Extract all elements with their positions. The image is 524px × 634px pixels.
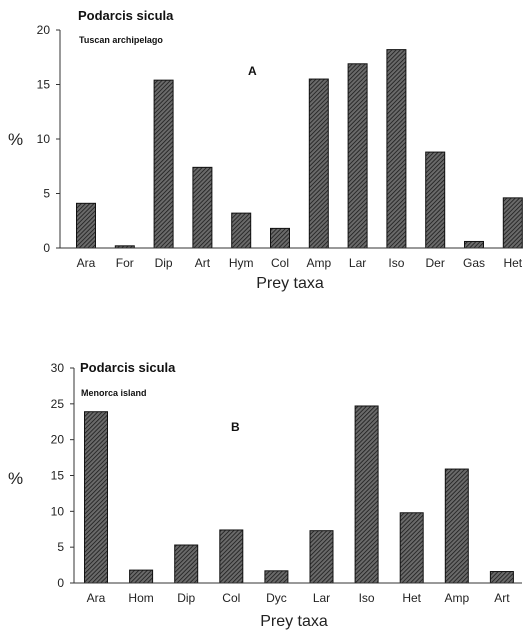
bar-het <box>399 512 424 584</box>
y-tick-label: 5 <box>57 540 64 554</box>
x-tick-label-iso: Iso <box>388 256 404 270</box>
bar-ara <box>84 411 108 584</box>
x-tick-label-ara: Ara <box>87 591 106 605</box>
chart-a-y-axis-label: % <box>8 130 23 149</box>
chart-a-y-ticks: 0 5 10 15 20 <box>37 23 60 255</box>
y-tick-label: 30 <box>51 361 65 375</box>
y-tick-label: 15 <box>51 469 65 483</box>
bar-het <box>502 197 523 249</box>
chart-panel-a: Podarcis sicula Tuscan archipelago A % P… <box>8 8 523 292</box>
x-tick-label-for: For <box>116 256 134 270</box>
x-tick-label-amp: Amp <box>444 591 469 605</box>
bar-dip <box>174 544 199 584</box>
chart-a-x-axis-label: Prey taxa <box>256 275 324 292</box>
x-tick-label-dyc: Dyc <box>266 591 287 605</box>
x-tick-label-col: Col <box>222 591 240 605</box>
y-tick-label: 10 <box>37 132 51 146</box>
x-tick-label-dip: Dip <box>155 256 173 270</box>
y-tick-label: 25 <box>51 397 65 411</box>
y-tick-label: 5 <box>43 187 50 201</box>
x-tick-label-art: Art <box>494 591 510 605</box>
chart-a-x-ticks: Ara For Dip Art Hym Col Amp Lar Iso Der Gas Het <box>77 256 523 270</box>
x-tick-label-lar: Lar <box>349 256 366 270</box>
chart-b-bars <box>84 405 514 584</box>
bar-iso <box>354 405 379 584</box>
chart-b-title: Podarcis sicula <box>80 360 176 375</box>
chart-b-y-ticks: 0 5 10 15 20 25 30 <box>51 361 74 590</box>
bar-amp <box>308 78 329 249</box>
bar-col <box>270 227 290 249</box>
y-tick-label: 20 <box>51 433 65 447</box>
x-tick-label-iso: Iso <box>359 591 375 605</box>
x-tick-label-col: Col <box>271 256 289 270</box>
bar-col <box>219 529 244 584</box>
chart-a-subtitle: Tuscan archipelago <box>79 35 163 45</box>
bar-lar <box>309 530 334 584</box>
bar-art <box>192 166 213 249</box>
y-tick-label: 10 <box>51 504 65 518</box>
x-tick-label-amp: Amp <box>306 256 331 270</box>
x-tick-label-lar: Lar <box>313 591 330 605</box>
bar-der <box>425 151 446 249</box>
y-tick-label: 0 <box>43 241 50 255</box>
x-tick-label-ara: Ara <box>77 256 96 270</box>
x-tick-label-dip: Dip <box>177 591 195 605</box>
bar-lar <box>347 63 368 249</box>
bar-amp <box>444 468 469 584</box>
chart-b-subtitle: Menorca island <box>81 388 147 398</box>
x-tick-label-hym: Hym <box>229 256 254 270</box>
bar-gas <box>464 240 484 249</box>
x-tick-label-het: Het <box>503 256 522 270</box>
y-tick-label: 15 <box>37 78 51 92</box>
bar-hym <box>231 212 252 249</box>
x-tick-label-der: Der <box>426 256 445 270</box>
chart-a-panel-label: A <box>248 64 257 78</box>
chart-b-panel-label: B <box>231 420 240 434</box>
chart-panel-b: Podarcis sicula Menorca island B % Prey … <box>8 360 522 630</box>
chart-a-title: Podarcis sicula <box>78 8 174 23</box>
chart-b-x-ticks: Ara Hom Dip Col Dyc Lar Iso Het Amp Art <box>87 591 511 605</box>
chart-a-bars <box>76 49 523 249</box>
bar-iso <box>386 49 407 249</box>
x-tick-label-art: Art <box>195 256 211 270</box>
x-tick-label-hom: Hom <box>128 591 153 605</box>
bar-ara <box>76 202 96 249</box>
y-tick-label: 0 <box>57 576 64 590</box>
bar-dyc <box>264 570 289 584</box>
y-tick-label: 20 <box>37 23 51 37</box>
x-tick-label-het: Het <box>402 591 421 605</box>
bar-art <box>489 571 514 584</box>
bar-dip <box>153 79 174 249</box>
x-tick-label-gas: Gas <box>463 256 485 270</box>
bar-hom <box>129 569 154 584</box>
chart-b-y-axis-label: % <box>8 469 23 488</box>
chart-b-x-axis-label: Prey taxa <box>260 613 328 630</box>
